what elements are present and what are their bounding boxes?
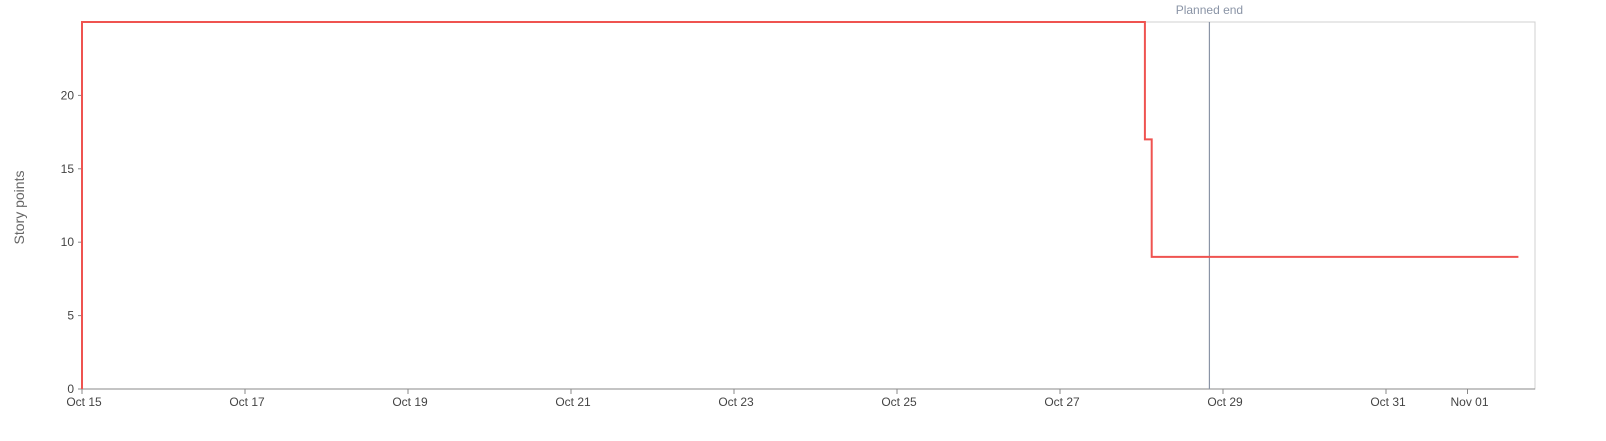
y-tick-label: 20 <box>61 88 75 102</box>
y-axis-title: Story points <box>11 171 27 245</box>
y-tick-label: 5 <box>67 309 74 323</box>
plot-frame <box>81 21 1536 390</box>
x-tick-label: Oct 27 <box>1044 395 1080 409</box>
x-tick-label: Oct 31 <box>1370 395 1406 409</box>
x-tick-label: Oct 23 <box>718 395 754 409</box>
y-tick-label: 0 <box>67 382 74 396</box>
x-tick-label: Oct 21 <box>555 395 591 409</box>
x-tick-label: Oct 17 <box>229 395 265 409</box>
remaining-points-line <box>81 21 1519 389</box>
x-tick-label: Oct 19 <box>392 395 428 409</box>
x-tick-label: Oct 25 <box>881 395 917 409</box>
x-tick-label: Oct 15 <box>66 395 102 409</box>
y-tick-label: 15 <box>61 162 75 176</box>
planned-end-label: Planned end <box>1176 3 1243 17</box>
y-tick-label: 10 <box>61 235 75 249</box>
x-tick-label: Nov 01 <box>1450 395 1488 409</box>
x-tick-label: Oct 29 <box>1207 395 1243 409</box>
